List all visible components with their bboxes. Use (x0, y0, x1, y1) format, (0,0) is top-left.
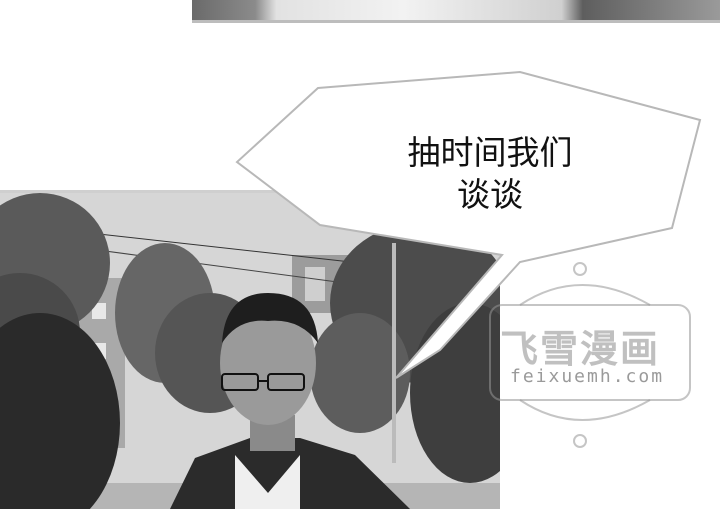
bubble-line-1: 抽时间我们 (407, 133, 573, 172)
bubble-line-2: 谈谈 (457, 175, 523, 214)
top-photo-panel (192, 0, 720, 23)
bubble-text: 抽时间我们 谈谈 (360, 132, 620, 216)
watermark-frame-icon (489, 262, 691, 448)
photo-panel (0, 190, 500, 509)
watermark-title: 飞雪漫画 (500, 327, 661, 371)
watermark-url: feixuemh.com (510, 366, 665, 387)
photo-illustration (0, 193, 500, 509)
